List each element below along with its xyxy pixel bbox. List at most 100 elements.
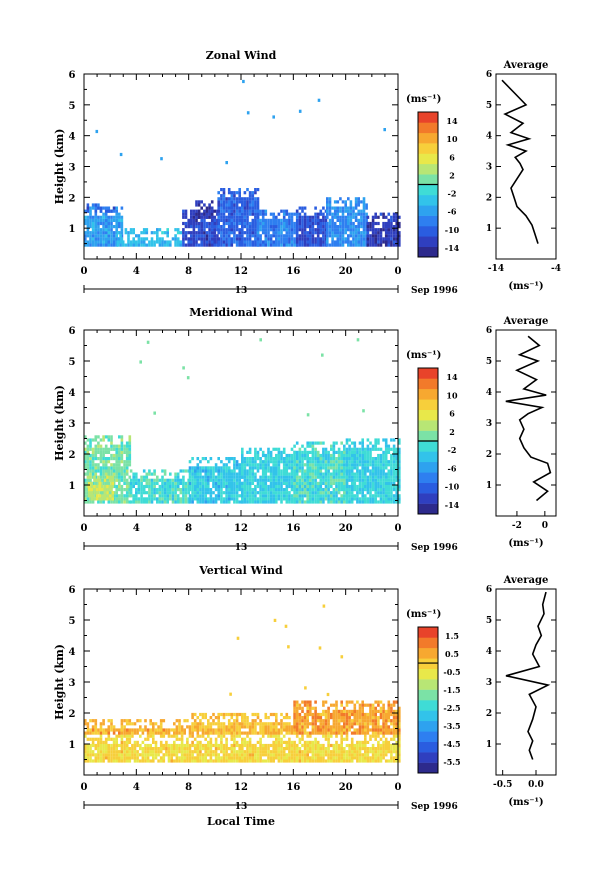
heat-cell <box>316 716 320 720</box>
heat-cell <box>311 750 315 754</box>
profile-frame <box>495 329 557 517</box>
y-tick-label: 4 <box>69 132 76 143</box>
heat-cell <box>191 728 194 732</box>
heat-cell <box>102 469 105 473</box>
heat-cell <box>298 731 302 735</box>
heat-cell <box>145 243 149 247</box>
heat-cell <box>366 237 370 241</box>
heat-cell <box>280 740 283 744</box>
heat-cell <box>275 737 278 741</box>
heat-cell <box>390 466 393 470</box>
heat-cell <box>91 466 95 470</box>
heat-cell <box>170 728 173 732</box>
heat-cell <box>251 463 255 467</box>
colorbar-tick-label: -10 <box>445 482 460 492</box>
heat-cell <box>209 753 213 757</box>
heat-cell <box>319 228 323 232</box>
heat-cell <box>387 740 391 744</box>
heat-cell <box>125 737 129 741</box>
heat-cell <box>158 243 162 247</box>
heat-cell <box>280 759 283 763</box>
heat-cell <box>384 447 388 451</box>
heat-cell <box>94 203 98 207</box>
heat-cell <box>326 197 329 201</box>
heat-cell <box>282 750 286 754</box>
heat-cell <box>261 488 265 492</box>
heat-cell <box>356 700 359 704</box>
heat-cell <box>280 728 283 732</box>
heat-cell <box>301 463 304 467</box>
heat-cell <box>303 234 307 238</box>
heat-cell <box>337 460 341 464</box>
heat-cell <box>293 243 296 247</box>
y-tick-label: 5 <box>69 357 76 368</box>
heat-cell <box>340 453 343 458</box>
heat-cell <box>267 728 270 732</box>
heat-cell <box>220 209 223 213</box>
heat-cell <box>362 218 366 222</box>
heat-cell <box>387 228 391 232</box>
heat-cell <box>348 725 351 729</box>
heat-cell <box>186 740 189 744</box>
heat-cell <box>104 240 108 244</box>
heat-cell <box>104 469 108 473</box>
heat-cell <box>374 750 377 754</box>
panel-title: Vertical Wind <box>198 564 283 577</box>
heat-cell <box>384 453 388 458</box>
heat-cell <box>238 484 241 489</box>
heat-cell <box>243 750 247 754</box>
heat-cell <box>91 725 95 729</box>
heat-cell <box>207 491 210 495</box>
heat-cell <box>235 491 239 495</box>
heat-cell <box>157 728 160 732</box>
heat-cell <box>282 494 286 498</box>
heat-cell <box>200 225 203 229</box>
heat-cell <box>254 725 257 729</box>
heat-cell <box>186 719 189 723</box>
heat-cell <box>201 753 205 757</box>
heat-cell <box>178 719 181 723</box>
heat-cell <box>306 225 309 229</box>
heat-cell <box>306 740 309 744</box>
heat-cell <box>102 500 105 504</box>
heat-cell <box>222 500 226 504</box>
heat-cell <box>233 488 236 492</box>
heat-cell <box>214 750 218 754</box>
heat-cell <box>387 481 391 485</box>
heat-cell <box>361 494 364 498</box>
heat-cell <box>204 466 207 470</box>
heat-cell <box>390 447 393 451</box>
heat-cell <box>213 240 217 244</box>
heat-cell <box>322 460 325 464</box>
heat-cell <box>327 475 330 479</box>
heat-cell <box>209 469 213 473</box>
heat-cell <box>144 759 147 763</box>
heat-cell <box>264 712 268 717</box>
heat-cell <box>131 756 134 760</box>
heat-cell <box>282 450 286 454</box>
heat-cell <box>169 497 172 501</box>
heat-cell <box>332 478 336 482</box>
heat-cell <box>256 188 260 192</box>
heat-cell <box>254 188 257 192</box>
colorbar-tick-label: -2 <box>448 445 457 455</box>
heat-cell <box>293 743 296 748</box>
heat-cell <box>91 491 95 495</box>
heat-cell <box>369 243 372 247</box>
heat-cell <box>364 753 367 757</box>
heat-cell <box>371 243 375 247</box>
heat-cell <box>398 225 401 229</box>
heat-cell <box>115 756 118 760</box>
heat-cell <box>191 484 194 489</box>
heat-cell <box>254 212 257 216</box>
heat-cell <box>256 497 260 501</box>
heat-cell <box>243 743 247 748</box>
heat-cell <box>243 469 247 473</box>
heat-cell <box>395 240 398 244</box>
heat-cell <box>230 206 234 210</box>
heat-cell <box>298 484 302 489</box>
heat-cell <box>86 438 90 442</box>
heat-cell <box>152 734 155 738</box>
profile-y-tick-label: 4 <box>486 132 492 142</box>
heat-cell <box>366 753 370 757</box>
